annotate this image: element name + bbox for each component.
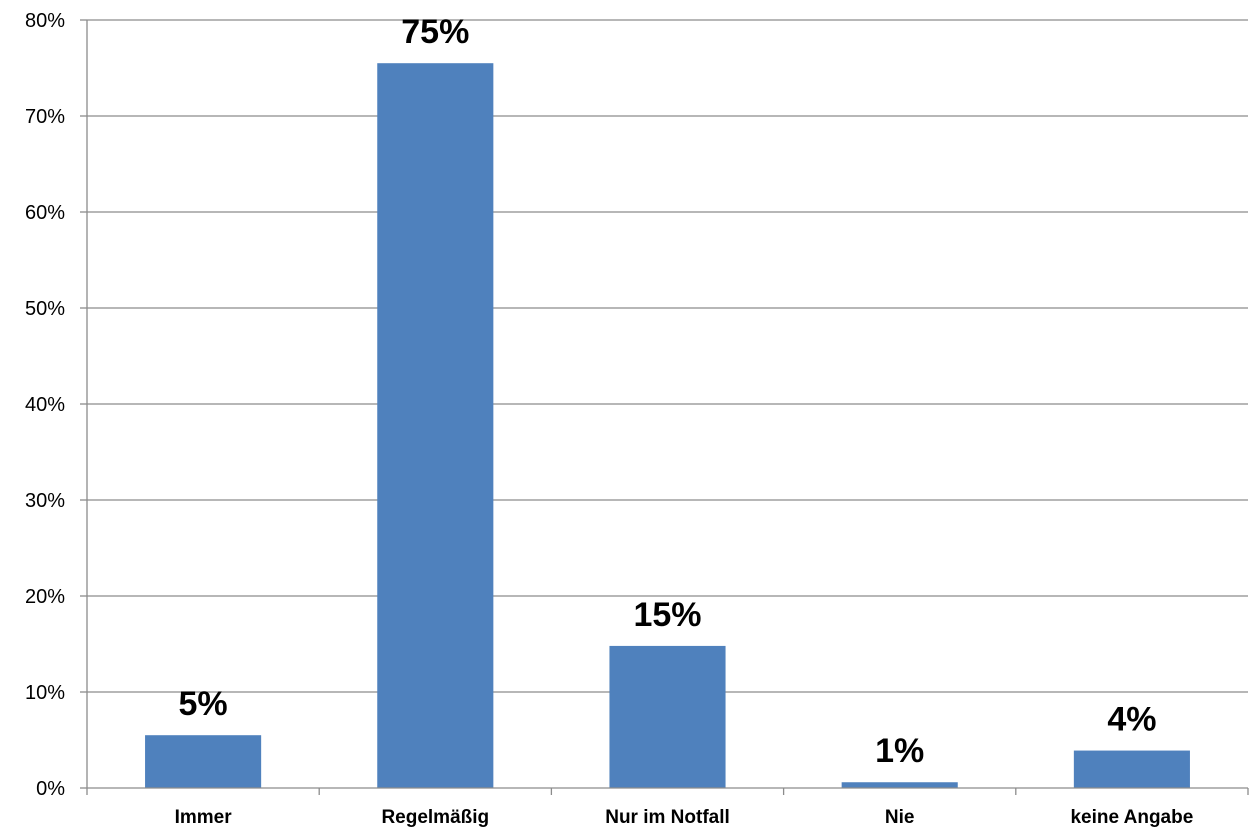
y-tick-label: 40%: [25, 394, 65, 416]
y-tick-labels: 0% 10% 20% 30% 40% 50% 60% 70% 80%: [25, 10, 65, 800]
y-tick-label: 80%: [25, 10, 65, 32]
gridlines: [87, 19, 1248, 693]
axes: [80, 19, 1249, 795]
x-category-label: Regelmäßig: [381, 807, 489, 828]
y-tick-label: 70%: [25, 106, 65, 128]
y-tick-label: 10%: [25, 682, 65, 704]
data-label: 75%: [401, 13, 469, 51]
x-tick-labels: Immer Regelmäßig Nur im Notfall Nie keine An…: [175, 807, 1194, 828]
bars: [145, 63, 1190, 788]
x-category-label: keine Angabe: [1070, 807, 1193, 828]
bar-0: [145, 735, 262, 788]
bar-3: [841, 782, 958, 788]
data-label: 1%: [875, 732, 924, 770]
data-label: 4%: [1107, 701, 1156, 739]
y-tick-label: 20%: [25, 586, 65, 608]
y-tick-label: 30%: [25, 490, 65, 512]
bar-1: [377, 63, 494, 788]
data-label: 15%: [633, 596, 701, 634]
y-tick-label: 50%: [25, 298, 65, 320]
y-tick-label: 0%: [36, 778, 65, 800]
x-category-label: Immer: [175, 807, 233, 828]
y-tick-label: 60%: [25, 202, 65, 224]
x-category-label: Nur im Notfall: [605, 807, 730, 828]
data-labels: 5% 75% 15% 1% 4%: [179, 13, 1157, 770]
x-category-label: Nie: [885, 807, 915, 828]
bar-4: [1073, 750, 1190, 788]
bar-2: [609, 645, 726, 788]
data-label: 5%: [179, 685, 228, 723]
